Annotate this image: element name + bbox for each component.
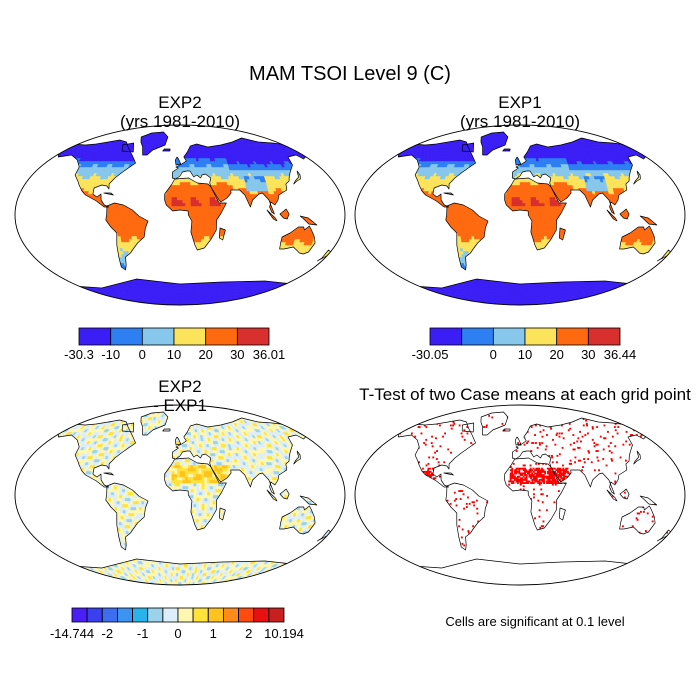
map-outline-diff — [14, 404, 346, 586]
colorbar-label-2-2: -1 — [137, 626, 149, 641]
map-panel-exp1 — [354, 124, 686, 306]
colorbar-label-0-0: -30.3 — [64, 347, 94, 362]
colorbar-label-0-3: 10 — [167, 347, 181, 362]
grid-cells-exp2 — [58, 132, 332, 305]
colorbar-box-0-2 — [141, 327, 175, 346]
colorbar-box-2-5 — [147, 607, 164, 623]
colorbar-box-2-1 — [86, 607, 103, 623]
colorbar-box-2-3 — [117, 607, 133, 623]
colorbar-box-2-6 — [162, 607, 179, 623]
grid-cells-exp1 — [398, 132, 672, 305]
colorbar-box-0-0 — [78, 327, 112, 346]
map-outline-exp2 — [14, 124, 346, 306]
coastlines-exp2 — [57, 131, 333, 305]
colorbar-diff: -14.744 -2 -1 0 1 2 10.194 — [50, 607, 304, 641]
colorbar-box-2-12 — [253, 607, 270, 623]
colorbar-label-2-1: -2 — [102, 626, 114, 641]
colorbar-label-2-0: -14.744 — [50, 626, 94, 641]
panel-diff-title-line1: EXP2 — [158, 377, 201, 396]
colorbar-label-1-3: 10 — [518, 347, 532, 362]
colorbar-box-1-2 — [492, 327, 526, 346]
colorbar-box-0-4 — [205, 327, 238, 346]
colorbar-box-0-3 — [173, 327, 207, 346]
colorbar-label-1-5: 30 — [581, 347, 595, 362]
colorbar-box-2-13 — [268, 607, 285, 623]
map-panel-diff — [14, 404, 346, 586]
colorbar-box-2-4 — [132, 607, 149, 623]
colorbar-label-0-5: 30 — [230, 347, 244, 362]
colorbar-label-0-1: -10 — [101, 347, 120, 362]
colorbar-box-2-11 — [238, 607, 255, 623]
colorbar-box-2-7 — [177, 607, 194, 623]
colorbar-label-0-4: 20 — [198, 347, 212, 362]
grid-cells-diff — [58, 412, 332, 585]
map-outline-exp1 — [354, 124, 686, 306]
colorbar-box-1-1 — [461, 327, 494, 346]
colorbar-box-0-1 — [110, 327, 143, 346]
colorbar-box-2-0 — [71, 607, 88, 623]
colorbar-label-0-2: 0 — [139, 347, 146, 362]
coastlines-diff — [57, 411, 333, 585]
map-panel-exp2 — [14, 124, 346, 306]
colorbar-box-2-9 — [207, 607, 224, 623]
panel-exp2-title-line1: EXP2 — [158, 93, 201, 112]
colorbar-exp1: -30.05 0 10 20 30 36.44 — [412, 327, 637, 362]
colorbar-box-2-8 — [192, 607, 209, 623]
colorbar-box-1-4 — [556, 327, 589, 346]
panel-diff-title-line2: - EXP1 — [153, 396, 207, 415]
panel-ttest-note: Cells are significant at 0.1 level — [445, 614, 624, 629]
colorbar-box-2-10 — [222, 607, 239, 623]
colorbar-box-0-5 — [236, 327, 270, 346]
panel-exp1-title-line1: EXP1 — [498, 93, 541, 112]
map-panel-ttest — [354, 404, 686, 586]
main-title: MAM TSOI Level 9 (C) — [249, 63, 451, 85]
coastlines-ttest — [397, 411, 673, 585]
colorbar-label-2-3: 0 — [174, 626, 181, 641]
colorbar-label-1-2: 0 — [490, 347, 497, 362]
colorbar-label-1-0: -30.05 — [412, 347, 449, 362]
colorbar-label-2-6: 10.194 — [264, 626, 304, 641]
colorbar-label-2-5: 2 — [245, 626, 252, 641]
panel-ttest-title: T-Test of two Case means at each grid po… — [359, 385, 691, 404]
colorbar-label-1-4: 20 — [549, 347, 563, 362]
colorbar-label-1-6: 36.44 — [604, 347, 637, 362]
colorbar-exp2: -30.3 -10 0 10 20 30 36.01 — [64, 327, 286, 362]
colorbar-box-1-0 — [429, 327, 463, 346]
colorbar-box-1-3 — [524, 327, 558, 346]
colorbar-box-2-2 — [101, 607, 118, 623]
colorbar-label-2-4: 1 — [210, 626, 217, 641]
colorbar-label-0-6: 36.01 — [253, 347, 286, 362]
map-outline-ttest — [354, 404, 686, 586]
coastlines-exp1 — [397, 131, 673, 305]
colorbar-box-1-5 — [587, 327, 621, 346]
